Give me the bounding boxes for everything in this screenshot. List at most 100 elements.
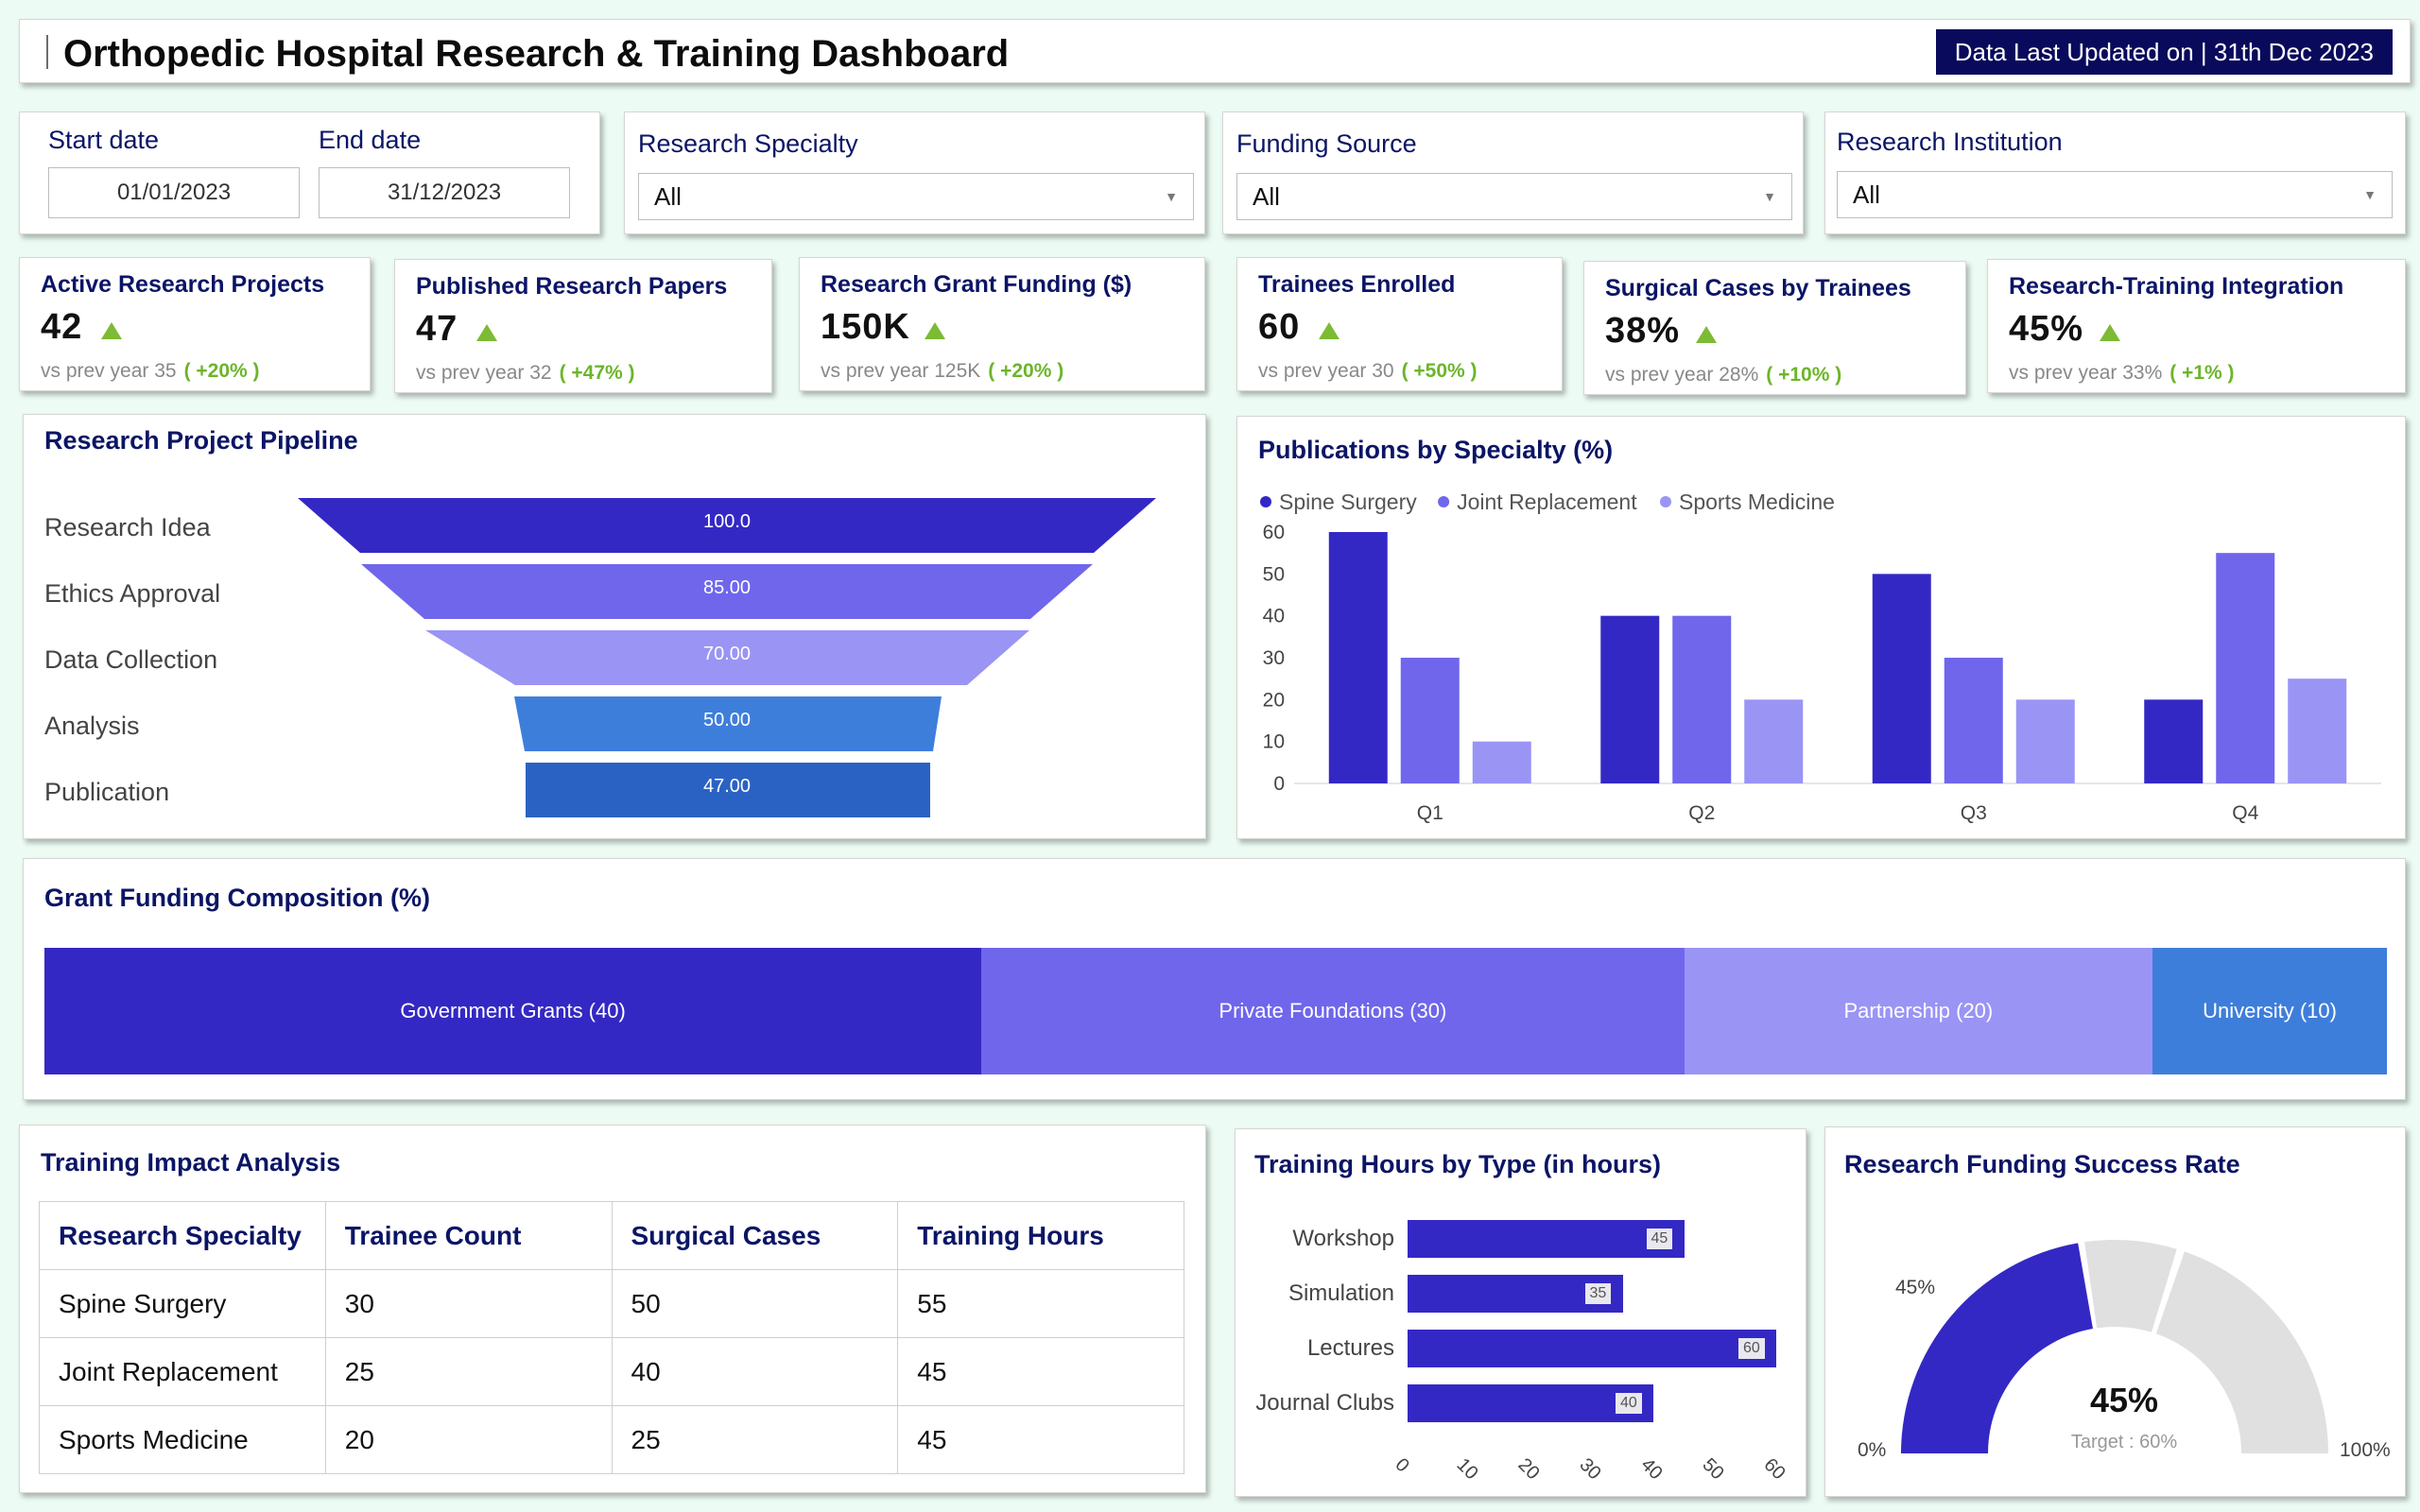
funnel-stage-publication <box>526 763 930 817</box>
kpi-title: Surgical Cases by Trainees <box>1605 275 1911 301</box>
funding-select[interactable]: All ▼ <box>1236 173 1792 220</box>
hbar <box>1408 1220 1685 1258</box>
kpi-previous: vs prev year 125K( +20% ) <box>821 360 1064 382</box>
stage-label: Data Collection <box>44 645 218 674</box>
hbar <box>1408 1330 1776 1367</box>
hbar-category-label: Lectures <box>1306 1335 1394 1361</box>
end-date-label: End date <box>319 126 422 154</box>
column-header: Surgical Cases <box>611 1201 899 1270</box>
x-tick-label: 50 <box>1698 1454 1728 1485</box>
stage-label: Publication <box>44 778 170 806</box>
gauge-max-label: 100% <box>2340 1439 2391 1461</box>
hours-title: Training Hours by Type (in hours) <box>1254 1150 1662 1178</box>
kpi-card-active-projects: Active Research Projects 42 vs prev year… <box>19 257 371 391</box>
date-filter-card: Start date 01/01/2023 End date 31/12/202… <box>19 112 600 234</box>
kpi-value: 60 <box>1258 307 1301 347</box>
kpi-previous: vs prev year 32( +47% ) <box>416 362 635 384</box>
bar <box>1400 658 1460 783</box>
kpi-value: 150K <box>821 307 910 347</box>
success-title: Research Funding Success Rate <box>1844 1150 2240 1178</box>
pipeline-funnel <box>298 498 1156 817</box>
funding-filter-card: Funding Source All ▼ <box>1222 112 1804 234</box>
x-tick-label: Q3 <box>1961 802 1987 824</box>
bar <box>1944 658 2003 783</box>
page-title: Orthopedic Hospital Research & Training … <box>63 33 1010 75</box>
legend-label: Sports Medicine <box>1679 490 1835 514</box>
kpi-card-integration: Research-Training Integration 45% vs pre… <box>1987 259 2406 393</box>
bar <box>1600 615 1660 783</box>
kpi-change: ( +1% ) <box>2169 362 2235 384</box>
specialty-filter-label: Research Specialty <box>638 129 858 158</box>
stage-label: Research Idea <box>44 513 211 541</box>
gauge-target: Target : 60% <box>2070 1432 2178 1452</box>
bar <box>1744 699 1804 783</box>
kpi-previous: vs prev year 33%( +1% ) <box>2009 362 2235 384</box>
gauge-remaining-arc <box>2155 1251 2328 1453</box>
institution-select-value: All <box>1853 180 1880 209</box>
table-cell: 50 <box>611 1269 899 1338</box>
up-arrow-icon <box>1696 326 1717 343</box>
table-cell: 20 <box>324 1405 613 1474</box>
y-tick-label: 10 <box>1263 731 1285 753</box>
bar <box>1472 741 1531 783</box>
y-tick-label: 40 <box>1263 606 1285 627</box>
start-date-input[interactable]: 01/01/2023 <box>48 167 300 218</box>
impact-card: Training Impact Analysis Research Specia… <box>19 1125 1206 1493</box>
column-header: Research Specialty <box>39 1201 326 1270</box>
bar <box>2015 699 2075 783</box>
y-tick-label: 60 <box>1263 522 1285 543</box>
x-tick-label: 30 <box>1575 1454 1605 1485</box>
hbar-value-label: 40 <box>1616 1393 1642 1414</box>
institution-select[interactable]: All ▼ <box>1837 171 2393 218</box>
specialty-select[interactable]: All ▼ <box>638 173 1194 220</box>
x-tick-label: Q4 <box>2232 802 2258 824</box>
kpi-card-published-papers: Published Research Papers 47 vs prev yea… <box>394 259 772 393</box>
x-tick-label: Q1 <box>1417 802 1443 824</box>
grant-segment: University (10) <box>2152 948 2387 1074</box>
funnel-value-label: 50.00 <box>702 710 752 730</box>
grant-segment: Private Foundations (30) <box>981 948 1685 1074</box>
funnel-value-label: 100.0 <box>702 511 752 532</box>
kpi-value: 47 <box>416 309 458 349</box>
legend-label: Spine Surgery <box>1279 490 1417 514</box>
grant-card: Grant Funding Composition (%) Government… <box>23 858 2406 1100</box>
gauge-min-label: 0% <box>1858 1439 1887 1461</box>
pipeline-card: Research Project Pipeline Research Idea … <box>23 414 1206 839</box>
table-header-row: Research Specialty Trainee Count Surgica… <box>39 1201 1184 1270</box>
hbar-value-label: 60 <box>1738 1338 1765 1359</box>
y-tick-label: 0 <box>1273 773 1285 795</box>
table-cell: Sports Medicine <box>39 1405 326 1474</box>
x-tick-label: 60 <box>1759 1454 1789 1485</box>
kpi-card-surgical-cases: Surgical Cases by Trainees 38% vs prev y… <box>1583 261 1966 395</box>
up-arrow-icon <box>476 324 497 341</box>
legend-marker <box>1660 496 1671 507</box>
table-cell: 40 <box>611 1337 899 1406</box>
specialty-filter-card: Research Specialty All ▼ <box>624 112 1205 234</box>
publications-card: Publications by Specialty (%) Spine Surg… <box>1236 416 2406 839</box>
data-updated-badge: Data Last Updated on | 31th Dec 2023 <box>1935 29 2393 75</box>
header-bar: Orthopedic Hospital Research & Training … <box>19 19 2411 83</box>
hours-bar-chart: Workshop 45 Simulation 35 Lectures 60 Journal … <box>1236 1129 1806 1496</box>
hbar-value-label: 35 <box>1584 1283 1612 1304</box>
column-header: Trainee Count <box>324 1201 613 1270</box>
x-tick-label: 0 <box>1391 1454 1413 1477</box>
funnel-stage-analysis <box>514 696 942 751</box>
publications-bar-chart: Spine Surgery Joint Replacement Sports Med… <box>1260 490 2381 824</box>
hbar-category-label: Simulation <box>1288 1280 1394 1306</box>
table-cell: 30 <box>324 1269 613 1338</box>
chevron-down-icon: ▼ <box>1165 189 1178 204</box>
hbar-category-label: Journal Clubs <box>1255 1390 1394 1416</box>
kpi-change: ( +20% ) <box>988 360 1064 382</box>
publications-title: Publications by Specialty (%) <box>1258 436 1614 464</box>
kpi-title: Published Research Papers <box>416 273 728 300</box>
stage-label: Analysis <box>44 712 140 740</box>
end-date-input[interactable]: 31/12/2023 <box>319 167 570 218</box>
x-tick-label: 20 <box>1513 1454 1544 1485</box>
legend-marker <box>1438 496 1450 507</box>
bar <box>1328 532 1388 783</box>
table-cell: 25 <box>324 1337 613 1406</box>
funnel-stage-ethics-approval <box>361 564 1093 619</box>
title-divider <box>46 35 48 69</box>
table-cell: Joint Replacement <box>39 1337 326 1406</box>
kpi-value: 45% <box>2009 309 2084 349</box>
